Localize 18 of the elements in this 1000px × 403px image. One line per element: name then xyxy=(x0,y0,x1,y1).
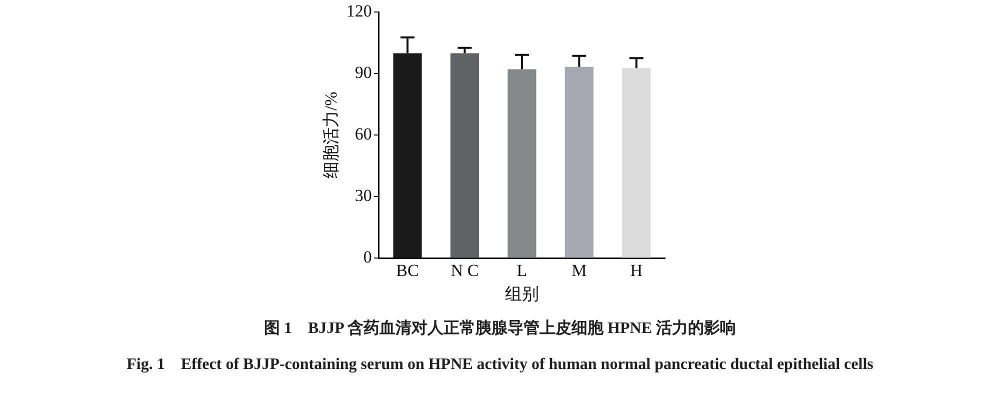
bar xyxy=(622,68,651,258)
y-tick-label: 0 xyxy=(363,248,372,267)
caption: Fig. 1 Effect of BJJP-containing serum on HPNE activity of human normal pancreatic ductal epithelial cells xyxy=(126,355,874,375)
x-tick-label: H xyxy=(630,260,643,280)
x-tick-label: L xyxy=(516,260,528,280)
x-axis-title: 组别 xyxy=(504,284,539,304)
y-tick-label: 120 xyxy=(346,2,372,21)
bar xyxy=(564,66,594,258)
x-tick-label: N C xyxy=(450,260,479,280)
y-tick-label: 60 xyxy=(354,124,372,144)
x-tick-label: M xyxy=(572,260,587,280)
bar xyxy=(508,69,536,258)
bar xyxy=(450,53,480,258)
y-tick-label: 30 xyxy=(354,186,372,206)
caption: 图 1 BJJP 含药血清对人正常胰腺导管上皮细胞 HPNE 活力的影响 xyxy=(262,318,737,339)
y-axis-title: 细胞活力/% xyxy=(322,92,341,179)
x-tick-label: BC xyxy=(396,260,419,280)
y-tick-label: 90 xyxy=(354,63,372,82)
